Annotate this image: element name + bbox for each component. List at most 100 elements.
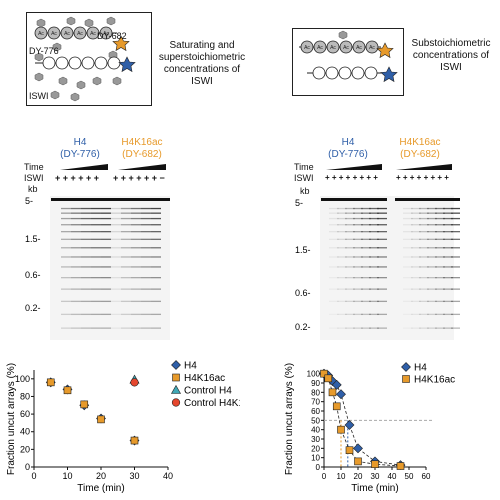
gel-band	[61, 217, 71, 220]
gel-band	[419, 212, 429, 214]
gel-band	[81, 266, 91, 268]
data-point	[402, 375, 410, 383]
gel-band	[369, 247, 379, 249]
gel-band	[443, 288, 453, 290]
gel-band	[329, 266, 339, 268]
marker-label: 5-	[25, 196, 33, 206]
y-axis-label: Fraction uncut arrays (%)	[6, 363, 17, 475]
gel-band	[411, 327, 421, 329]
gel-band	[353, 277, 363, 279]
x-tick-label: 0	[322, 472, 327, 481]
gel-band	[443, 247, 453, 249]
gel-band	[443, 231, 453, 233]
ac-mark: Ac	[103, 31, 109, 37]
gel-band	[337, 217, 347, 220]
gel-band	[403, 256, 413, 258]
gel-band	[337, 300, 347, 303]
gel-band	[151, 277, 161, 279]
gel-band	[361, 231, 371, 233]
gel-band	[131, 313, 141, 316]
gel-band	[451, 217, 460, 220]
gel-band	[151, 231, 161, 233]
gel-band	[353, 288, 363, 290]
gel-band	[111, 231, 121, 233]
gel-band	[61, 224, 71, 226]
gel-band	[61, 247, 71, 249]
gel-band	[361, 277, 371, 279]
gel-band	[411, 277, 421, 279]
gel-band	[151, 300, 161, 303]
gel-band	[361, 288, 371, 290]
y-tick-label: 0	[25, 462, 30, 472]
gel-band	[101, 231, 111, 233]
gel-band	[121, 256, 131, 258]
y-tick-label: 50	[311, 416, 320, 425]
ac-mark: Ac	[64, 31, 70, 37]
y-tick-label: 10	[311, 454, 320, 463]
gel-band	[369, 288, 379, 290]
gel-band	[329, 212, 339, 214]
gel-band	[337, 313, 347, 316]
gel-left-ac-dye: (DY-682)	[122, 149, 162, 160]
data-point	[353, 443, 363, 454]
legend-label: H4K16ac	[184, 373, 225, 384]
gel-band	[141, 327, 151, 329]
gel-band	[353, 198, 363, 201]
gel-band	[419, 198, 429, 201]
gel-band	[101, 238, 111, 240]
gel-band	[61, 207, 71, 210]
gel-band	[345, 313, 355, 316]
gel-band	[369, 277, 379, 279]
gel-band	[141, 224, 151, 226]
gel-band	[451, 231, 460, 233]
gel-band	[81, 288, 91, 290]
gel-band	[131, 238, 141, 240]
gel-band	[369, 238, 379, 240]
gel-band	[427, 212, 437, 214]
gel-band	[451, 327, 460, 329]
data-point	[46, 378, 55, 387]
gel-band	[435, 198, 445, 201]
gel-band	[131, 224, 141, 226]
gel-band	[61, 212, 71, 214]
gel-band	[329, 217, 339, 220]
schematic-right-svg: Ac Ac Ac Ac Ac Ac	[299, 30, 398, 83]
x-tick-label: 10	[337, 472, 346, 481]
gel-band	[111, 266, 121, 268]
gel-band	[91, 247, 101, 249]
gel-left-plus-h4: + + + + + +	[55, 173, 100, 183]
gel-band	[403, 224, 413, 226]
gel-band	[403, 288, 413, 290]
legend-label: Control H4	[184, 386, 232, 397]
gel-band	[141, 277, 151, 279]
gel-band	[71, 198, 81, 201]
gel-band	[111, 313, 121, 316]
gel-band	[345, 224, 355, 226]
gel-band	[377, 300, 387, 303]
gel-band	[411, 256, 421, 258]
gel-band	[411, 217, 421, 220]
gel-band	[121, 247, 131, 249]
gel-band	[111, 217, 121, 220]
gel-band	[411, 300, 421, 303]
gel-band	[329, 238, 339, 240]
y-tick-label: 20	[311, 444, 320, 453]
ac-mark: Ac	[343, 45, 349, 51]
plot-left: 0 10 20 30 40 0 20 40 60 80 100 Time (min) Fraction …	[6, 360, 240, 494]
gel-band	[427, 207, 437, 210]
gel-left-svg: 5- 1.5- 0.6- 0.2-	[25, 164, 170, 340]
series-line	[323, 373, 401, 467]
gel-band	[427, 224, 437, 226]
gel-band	[121, 327, 131, 329]
gel-band	[419, 277, 429, 279]
gel-band	[403, 266, 413, 268]
gel-band	[451, 224, 460, 226]
gel-band	[419, 247, 429, 249]
data-point	[336, 389, 346, 400]
y-tick-label: 60	[311, 407, 320, 416]
gel-right-h4-label: H4	[341, 137, 355, 148]
gel-band	[353, 238, 363, 240]
gel-band	[353, 231, 363, 233]
gel-band	[353, 256, 363, 258]
y-tick-label: 100	[307, 370, 321, 379]
